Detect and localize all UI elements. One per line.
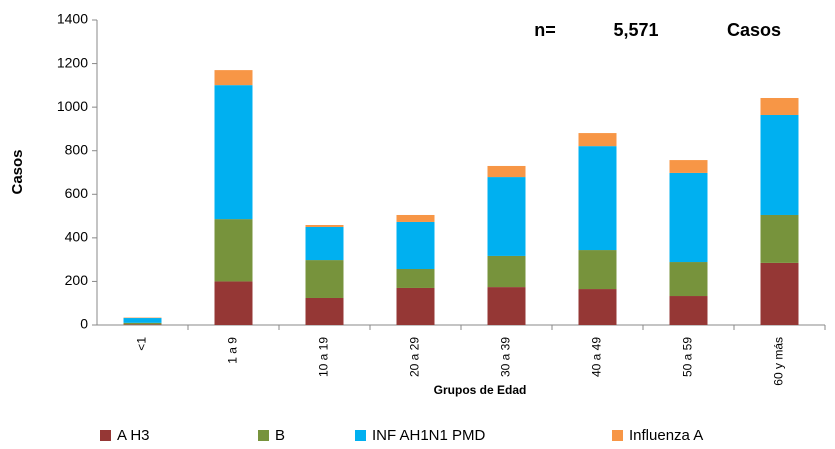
x-tick-label: 40 a 49 bbox=[590, 337, 604, 377]
y-axis-title: Casos bbox=[9, 149, 26, 194]
bar-segment bbox=[305, 226, 344, 261]
legend-label: INF AH1N1 PMD bbox=[372, 427, 486, 444]
x-tick-label: 60 y más bbox=[772, 337, 786, 386]
x-tick-label: 1 a 9 bbox=[226, 337, 240, 364]
bar-segment bbox=[123, 318, 162, 323]
bar-segment bbox=[305, 297, 344, 325]
bar-segment bbox=[487, 177, 526, 256]
x-tick-label: 30 a 39 bbox=[499, 337, 513, 377]
bar-segment bbox=[214, 281, 253, 325]
legend-label: B bbox=[275, 427, 285, 444]
y-tick-label: 0 bbox=[80, 316, 88, 332]
x-tick-label: 50 a 59 bbox=[681, 337, 695, 377]
bar-segment bbox=[305, 260, 344, 298]
bar-segment bbox=[305, 225, 344, 227]
bar-segment bbox=[123, 322, 162, 325]
y-tick-label: 400 bbox=[65, 229, 89, 245]
bar-segment bbox=[396, 287, 435, 325]
bar-segment bbox=[578, 133, 617, 147]
y-tick-label: 800 bbox=[65, 141, 89, 157]
legend-label: A H3 bbox=[117, 427, 150, 444]
bar-segment bbox=[396, 214, 435, 222]
bar-segment bbox=[760, 97, 799, 115]
bar-segment bbox=[214, 70, 253, 86]
legend-swatch bbox=[258, 430, 269, 441]
bar-segment bbox=[396, 269, 435, 288]
bar-segment bbox=[578, 146, 617, 251]
y-tick-label: 1400 bbox=[57, 11, 88, 27]
x-axis-title: Grupos de Edad bbox=[434, 383, 527, 397]
x-tick-label: <1 bbox=[135, 337, 149, 351]
bar-segment bbox=[578, 250, 617, 290]
legend-label: Influenza A bbox=[629, 427, 703, 444]
y-tick-label: 600 bbox=[65, 185, 89, 201]
bar-segment bbox=[123, 324, 162, 325]
bar-segment bbox=[214, 219, 253, 282]
annotation: 5,571 bbox=[613, 20, 658, 40]
bar-segment bbox=[487, 165, 526, 178]
bar-segment bbox=[669, 172, 708, 263]
bar-segment bbox=[487, 255, 526, 288]
bar-segment bbox=[669, 160, 708, 173]
bar-segment bbox=[669, 262, 708, 297]
bar-segment bbox=[578, 289, 617, 325]
y-tick-label: 1200 bbox=[57, 54, 88, 70]
bar-segment bbox=[214, 85, 253, 220]
bar-segment bbox=[487, 287, 526, 325]
bar-segment bbox=[760, 114, 799, 215]
x-tick-label: 10 a 19 bbox=[317, 337, 331, 377]
bar-segment bbox=[760, 214, 799, 263]
bar-segment bbox=[669, 296, 708, 325]
y-tick-label: 1000 bbox=[57, 98, 88, 114]
annotation: Casos bbox=[727, 20, 781, 40]
legend-swatch bbox=[355, 430, 366, 441]
legend-swatch bbox=[100, 430, 111, 441]
x-tick-label: 20 a 29 bbox=[408, 337, 422, 377]
bar-segment bbox=[396, 221, 435, 270]
bar-segment bbox=[760, 262, 799, 325]
legend-swatch bbox=[612, 430, 623, 441]
y-tick-label: 200 bbox=[65, 272, 89, 288]
annotation: n= bbox=[534, 20, 556, 40]
